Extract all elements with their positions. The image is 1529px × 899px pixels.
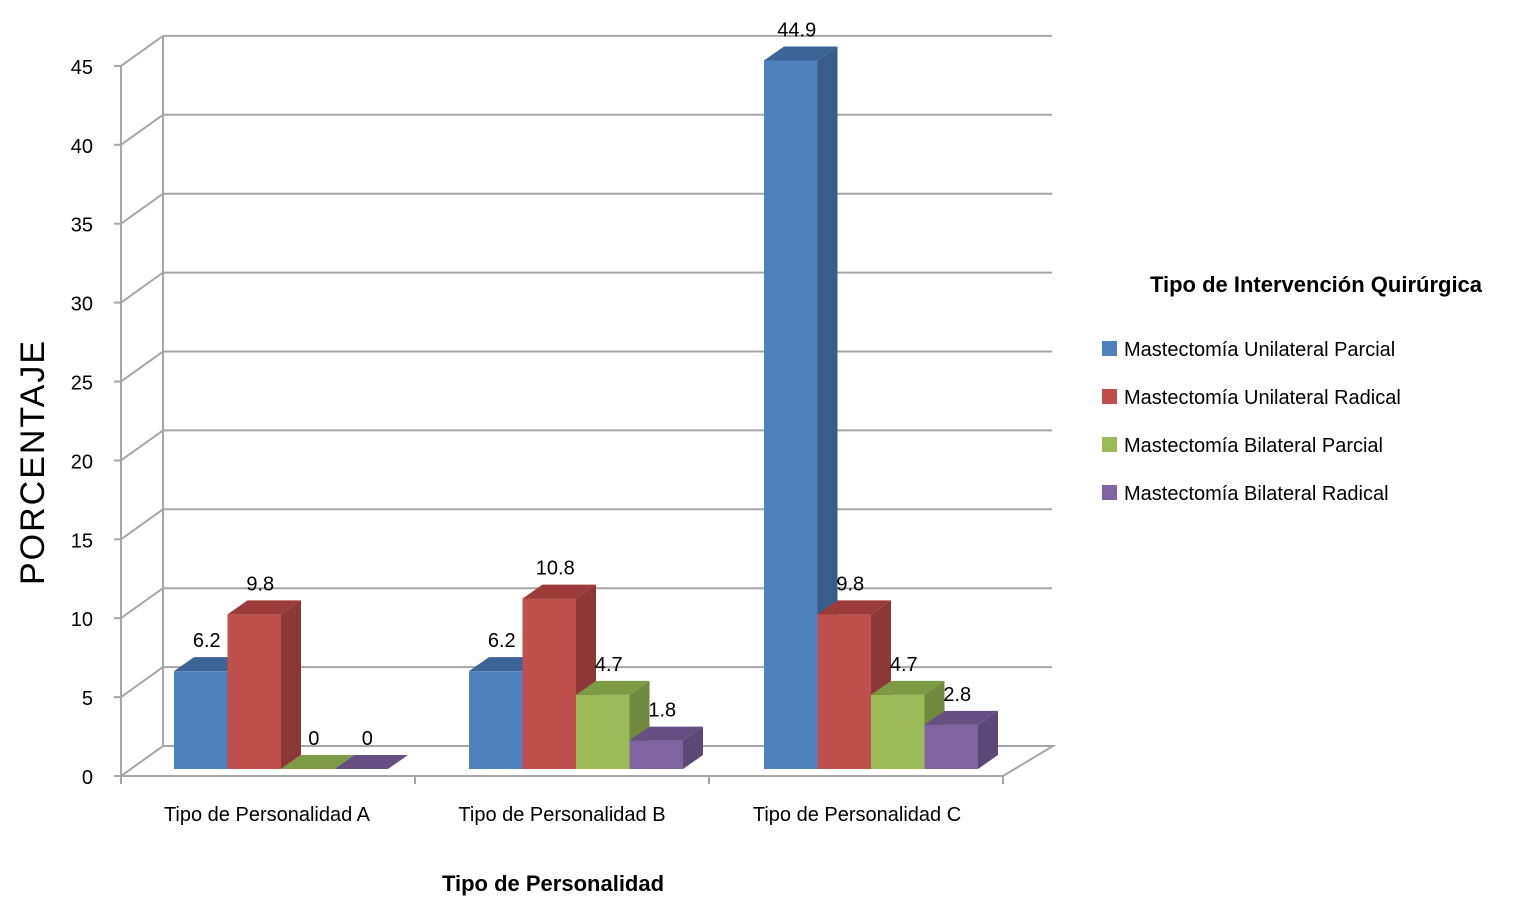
bar-front [522,598,576,769]
bar [764,46,838,769]
data-label: 6.2 [488,630,516,652]
bar-front [924,724,978,769]
bar-side [978,710,998,769]
legend-swatch [1102,389,1117,404]
gridline-diagonal [120,271,164,304]
y-tick-label: 40 [71,136,93,158]
bar-top [817,600,891,615]
bar-top [227,600,301,615]
data-label: 0 [308,728,319,750]
y-tick-label: 15 [71,530,93,552]
gridline-diagonal [120,587,164,620]
gridline-diagonal [120,192,164,225]
gridline-diagonal [120,350,164,383]
x-tick-label: Tipo de Personalidad A [164,804,371,826]
gridline-diagonal [120,113,164,146]
data-label: 1.8 [648,700,676,722]
bar-top [334,755,408,769]
bar-front [469,671,523,769]
legend-swatch [1102,485,1117,500]
bar-top [522,584,596,599]
bar-top [764,46,838,61]
data-labels: 6.2 9.8 0 0 6.2 10.8 4.7 1.8 44.9 9.8 4.7 2.8 [193,19,971,750]
gridlines [120,34,1052,698]
y-tick-label: 0 [82,767,93,789]
bar-front [871,694,925,769]
data-label: 9.8 [246,573,274,595]
gridline-diagonal [120,429,164,462]
y-axis-title: PORCENTAJE [14,339,52,585]
data-label: 4.7 [595,654,623,676]
legend: Tipo de Intervención Quirúrgica Mastecto… [1102,272,1483,505]
y-tick-label: 10 [71,609,93,631]
y-tick-label: 30 [71,294,93,316]
bar-top [924,710,998,725]
legend-swatch [1102,341,1117,356]
x-axis-title: Tipo de Personalidad [442,871,664,896]
bar [281,755,355,769]
bar-front [817,614,871,769]
bar [629,726,703,769]
data-label: 0 [362,728,373,750]
bar [817,600,891,769]
x-axis-ticks: Tipo de Personalidad A Tipo de Personalid… [120,776,1004,826]
y-tick-label: 35 [71,215,93,237]
x-tick-label: Tipo de Personalidad B [458,804,665,826]
bar-front [174,671,228,769]
bar-front [576,694,630,769]
y-axis-ticks: 0 5 10 15 20 25 30 35 40 45 [71,57,121,789]
bar-front [764,60,818,769]
y-tick-label: 20 [71,451,93,473]
data-label: 9.8 [836,573,864,595]
bar-side [683,726,703,769]
legend-item: Mastectomía Bilateral Radical [1124,483,1389,505]
bar-front [629,740,683,769]
y-tick-label: 45 [71,57,93,79]
bar-top [576,680,650,695]
bars [174,46,998,769]
bar [924,710,998,769]
legend-title: Tipo de Intervención Quirúrgica [1150,272,1483,297]
gridline-diagonal [120,35,164,67]
bar-front [227,614,281,769]
data-label: 4.7 [890,654,918,676]
y-tick-label: 25 [71,373,93,395]
bar [522,584,596,769]
legend-item: Mastectomía Unilateral Parcial [1124,339,1395,361]
legend-item: Mastectomía Bilateral Parcial [1124,435,1383,457]
data-label: 6.2 [193,630,221,652]
bar-top [629,726,703,741]
data-label: 2.8 [943,684,971,706]
legend-swatch [1102,437,1117,452]
data-label: 10.8 [536,558,575,580]
gridline-diagonal [120,666,164,698]
bar-side [817,46,838,769]
gridline-diagonal [120,508,164,541]
bar-top [281,755,355,769]
bar-side [281,600,301,769]
bar [334,755,408,769]
bar-top [871,680,945,695]
x-tick-label: Tipo de Personalidad C [753,804,961,826]
legend-item: Mastectomía Unilateral Radical [1124,387,1401,409]
bar [227,600,301,769]
data-label: 44.9 [777,19,816,41]
y-tick-label: 5 [82,688,93,710]
